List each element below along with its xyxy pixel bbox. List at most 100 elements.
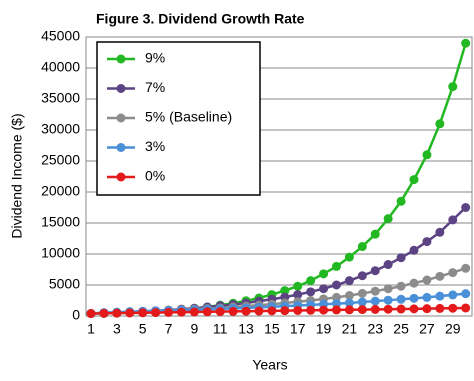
data-point: [241, 306, 251, 316]
legend-marker: [116, 84, 126, 93]
legend-label: 7%: [145, 79, 165, 95]
x-tick-label: 5: [139, 321, 147, 337]
y-tick-label: 35000: [41, 90, 80, 106]
data-point: [409, 278, 419, 288]
data-point: [344, 291, 354, 301]
data-point: [357, 297, 367, 307]
legend-marker: [116, 113, 126, 123]
data-point: [370, 304, 380, 314]
data-point: [396, 196, 406, 206]
y-tick-label: 0: [72, 307, 80, 323]
data-point: [396, 294, 406, 304]
x-tick-label: 9: [190, 321, 198, 337]
data-point: [344, 276, 354, 286]
data-point: [319, 269, 329, 279]
data-point: [409, 245, 419, 255]
data-point: [383, 214, 393, 224]
x-tick-label: 15: [264, 321, 280, 337]
data-point: [138, 308, 148, 318]
data-point: [319, 305, 329, 315]
data-point: [396, 281, 406, 291]
y-tick-label: 20000: [41, 183, 80, 199]
data-point: [319, 284, 329, 294]
data-point: [357, 288, 367, 298]
data-point: [99, 308, 109, 318]
data-point: [112, 308, 122, 318]
data-point: [215, 307, 225, 317]
data-point: [383, 295, 393, 305]
data-point: [306, 305, 316, 315]
data-point: [357, 305, 367, 315]
data-point: [254, 306, 264, 316]
data-point: [176, 307, 186, 317]
x-tick-label: 23: [367, 321, 383, 337]
data-point: [422, 237, 432, 247]
legend-label: 3%: [145, 138, 165, 154]
legend-label: 5% (Baseline): [145, 109, 232, 125]
data-point: [357, 242, 367, 252]
data-point: [383, 260, 393, 270]
data-point: [344, 298, 354, 308]
data-point: [280, 306, 290, 316]
data-point: [189, 307, 199, 317]
data-point: [370, 286, 380, 296]
data-point: [370, 266, 380, 276]
data-point: [422, 304, 432, 314]
data-point: [293, 290, 303, 300]
legend-marker: [116, 172, 126, 182]
x-tick-label: 25: [393, 321, 409, 337]
y-tick-label: 15000: [41, 214, 80, 230]
x-tick-label: 21: [342, 321, 358, 337]
data-point: [409, 293, 419, 303]
y-tick-label: 45000: [41, 28, 80, 44]
x-tick-label: 3: [113, 321, 121, 337]
x-tick-label: 27: [419, 321, 435, 337]
data-point: [461, 303, 471, 313]
data-point: [306, 287, 316, 297]
x-tick-label: 17: [290, 321, 306, 337]
plot-frame: [85, 36, 473, 317]
data-point: [280, 286, 290, 296]
x-tick-label: 7: [165, 321, 173, 337]
data-point: [422, 275, 432, 285]
y-axis-label: Dividend Income ($): [9, 113, 25, 238]
legend-marker: [116, 54, 126, 64]
data-point: [435, 119, 445, 129]
data-point: [125, 308, 135, 318]
data-point: [448, 303, 458, 313]
data-point: [370, 229, 380, 239]
data-point: [448, 268, 458, 278]
chart-title: Figure 3. Dividend Growth Rate: [96, 11, 305, 27]
data-point: [461, 38, 471, 48]
x-axis-label: Years: [252, 357, 287, 373]
data-point: [461, 289, 471, 299]
data-point: [331, 299, 341, 309]
legend-label: 0%: [145, 168, 165, 184]
data-point: [383, 284, 393, 294]
data-point: [448, 215, 458, 225]
data-point: [435, 291, 445, 301]
data-point: [331, 305, 341, 315]
y-tick-label: 5000: [49, 276, 80, 292]
data-point: [435, 227, 445, 237]
x-tick-label: 1: [87, 321, 95, 337]
data-point: [422, 292, 432, 302]
legend-marker: [116, 143, 126, 152]
data-point: [151, 308, 161, 318]
data-point: [202, 307, 212, 317]
data-point: [357, 271, 367, 281]
data-point: [435, 303, 445, 313]
data-point: [228, 306, 238, 316]
data-point: [383, 304, 393, 314]
data-point: [293, 281, 303, 291]
data-point: [422, 150, 432, 160]
data-point: [461, 203, 471, 212]
data-point: [331, 261, 341, 271]
data-point: [370, 296, 380, 306]
data-point: [86, 309, 96, 319]
data-point: [164, 307, 174, 317]
data-point: [344, 305, 354, 315]
data-point: [267, 306, 277, 316]
legend-label: 9%: [145, 50, 165, 66]
